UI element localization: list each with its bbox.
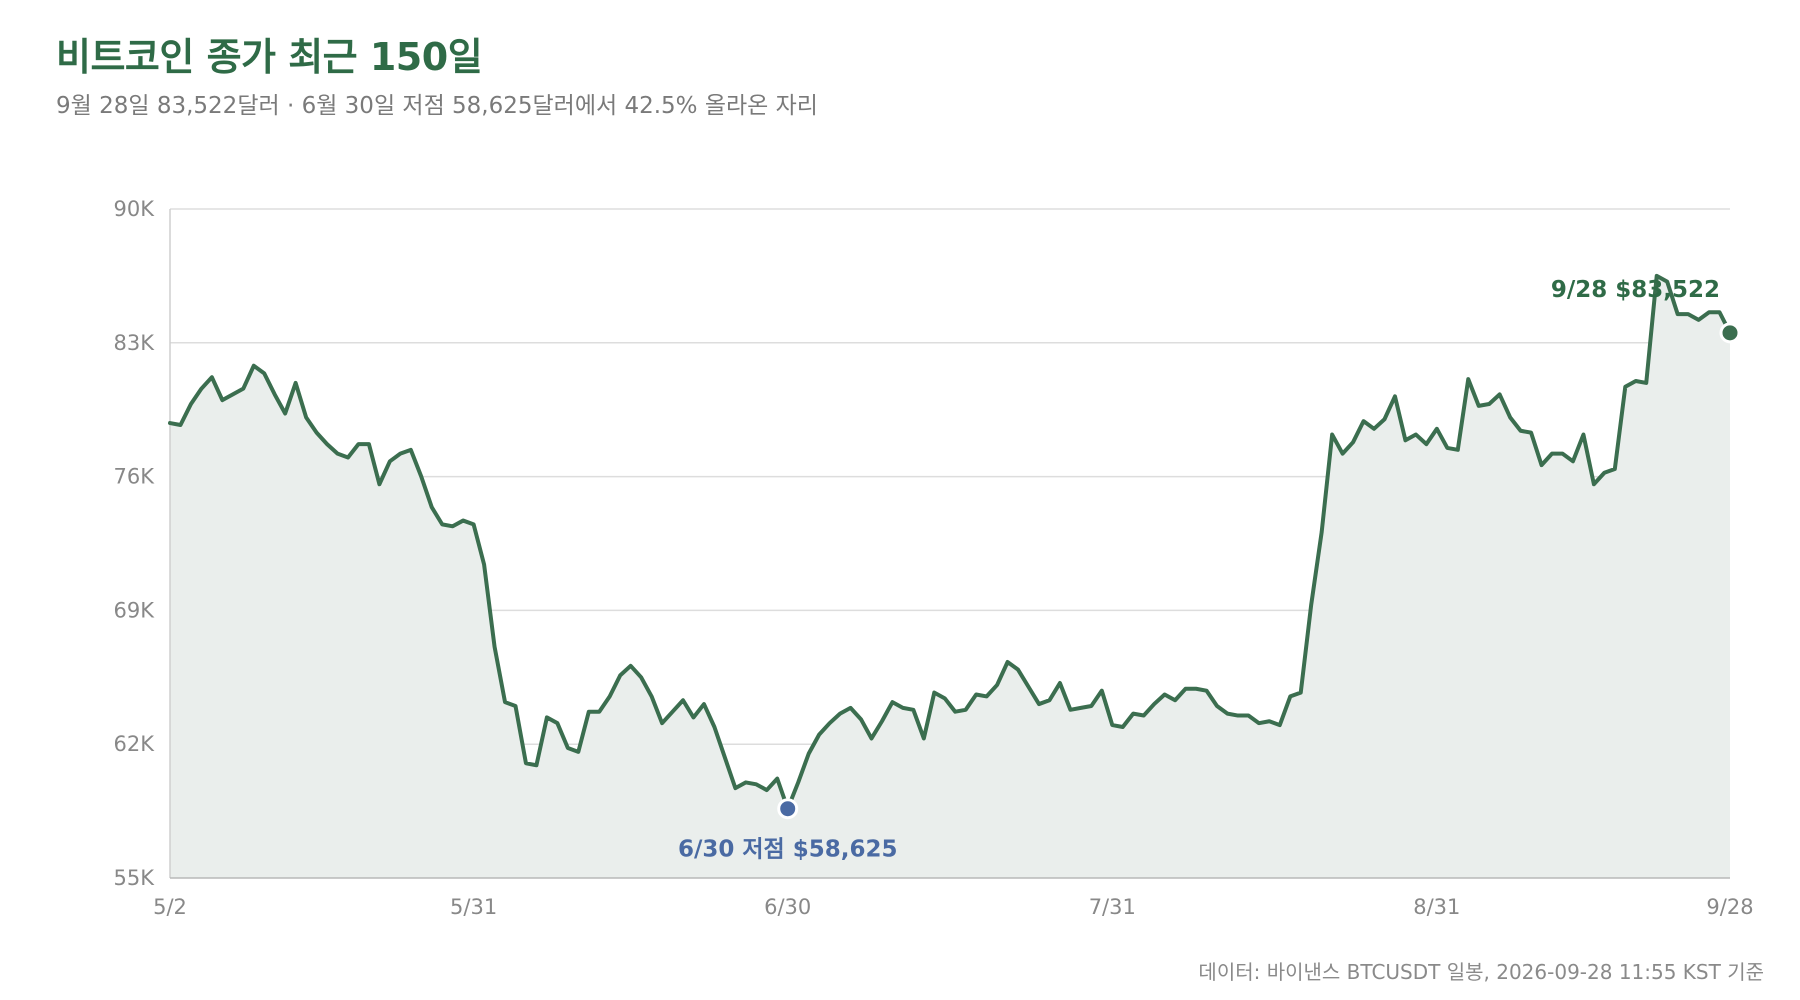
x-tick-label: 7/31 <box>1089 895 1136 919</box>
low-point-marker <box>777 798 799 820</box>
y-tick-label: 55K <box>114 866 156 890</box>
x-tick-label: 5/31 <box>450 895 497 919</box>
end-point-marker <box>1719 322 1741 344</box>
x-tick-label: 6/30 <box>764 895 811 919</box>
y-tick-labels: 55K 62K 69K 76K 83K 90K <box>114 197 156 890</box>
y-tick-label: 76K <box>114 465 156 489</box>
data-source-note: 데이터: 바이낸스 BTCUSDT 일봉, 2026-09-28 11:55 K… <box>1198 960 1764 984</box>
x-tick-label: 9/28 <box>1706 895 1753 919</box>
end-point-label: 9/28 $83,522 <box>1551 277 1720 303</box>
chart-subtitle: 9월 28일 83,522달러 · 6월 30일 저점 58,625달러에서 4… <box>56 93 818 119</box>
x-tick-label: 8/31 <box>1413 895 1460 919</box>
price-line <box>168 273 1732 811</box>
area-fill <box>170 275 1730 878</box>
x-tick-label: 5/2 <box>153 895 187 919</box>
y-tick-label: 69K <box>114 598 156 622</box>
x-tick-labels: 5/2 5/31 6/30 7/31 8/31 9/28 <box>153 895 1753 919</box>
y-tick-label: 83K <box>114 331 156 355</box>
y-tick-label: 62K <box>114 732 156 756</box>
low-point-label: 6/30 저점 $58,625 <box>678 837 898 863</box>
chart-title: 비트코인 종가 최근 150일 <box>56 35 483 79</box>
y-tick-label: 90K <box>114 197 156 221</box>
